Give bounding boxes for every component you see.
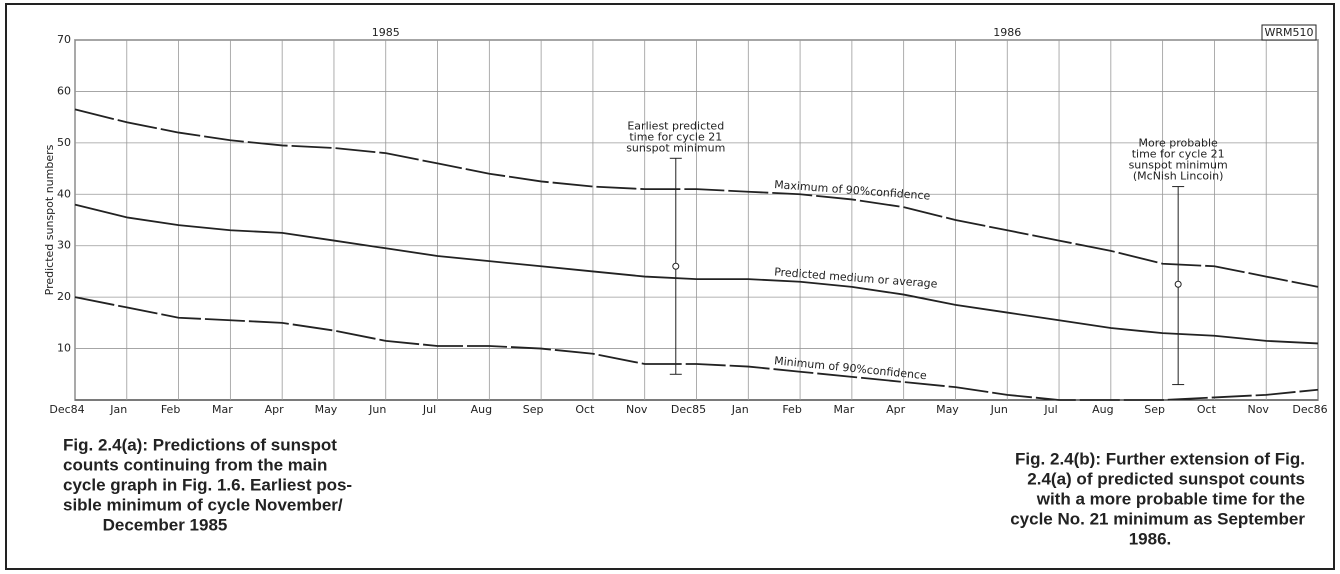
x-tick-label: Nov	[626, 403, 648, 416]
series-label: Minimum of 90%confidence	[774, 354, 928, 382]
caption-line: 2.4(a) of predicted sunspot counts	[1027, 469, 1305, 488]
marker-text: time for cycle 21	[629, 130, 722, 143]
y-tick-label: 60	[57, 84, 71, 97]
y-tick-label: 30	[57, 239, 71, 252]
marker-text: (McNish Lincoin)	[1133, 170, 1224, 183]
x-tick-label: Apr	[265, 403, 285, 416]
caption-line: December 1985	[103, 515, 228, 534]
x-tick-label: Aug	[471, 403, 492, 416]
y-axis-label: Predicted sunspot numbers	[43, 144, 56, 295]
outer-frame	[5, 3, 1335, 570]
range-center	[1174, 280, 1182, 288]
y-tick-label: 10	[57, 342, 71, 355]
x-tick-label: Dec86	[1292, 403, 1327, 416]
figure-code: WRM510	[1264, 26, 1313, 39]
caption-line: counts continuing from the main	[63, 455, 327, 474]
x-tick-label: May	[315, 403, 338, 416]
y-tick-label: 70	[57, 33, 71, 46]
marker-text: Earliest predicted	[627, 119, 724, 132]
caption-line: cycle graph in Fig. 1.6. Earliest pos-	[63, 475, 352, 494]
x-tick-label: Mar	[212, 403, 233, 416]
x-tick-label: Dec84	[49, 403, 84, 416]
marker-text: sunspot minimum	[1129, 159, 1228, 172]
year-label: 1985	[372, 26, 400, 39]
x-tick-label: Jun	[368, 403, 386, 416]
x-tick-label: Jul	[422, 403, 436, 416]
marker-text: time for cycle 21	[1132, 148, 1225, 161]
caption-line: with a more probable time for the	[1036, 489, 1305, 508]
x-tick-label: Dec85	[671, 403, 706, 416]
y-tick-label: 20	[57, 290, 71, 303]
x-tick-label: Jan	[731, 403, 749, 416]
series-line	[74, 108, 1319, 288]
x-tick-label: Sep	[1144, 403, 1165, 416]
caption-line: cycle No. 21 minimum as September	[1010, 509, 1305, 528]
caption-line: Fig. 2.4(a): Predictions of sunspot	[63, 435, 337, 454]
series-line	[74, 296, 1319, 401]
x-tick-label: Feb	[782, 403, 801, 416]
y-tick-label: 50	[57, 136, 71, 149]
marker-text: More probable	[1139, 137, 1219, 150]
caption-line: Fig. 2.4(b): Further extension of Fig.	[1015, 449, 1305, 468]
x-tick-label: Aug	[1092, 403, 1113, 416]
x-tick-label: Jan	[109, 403, 127, 416]
x-tick-label: Mar	[833, 403, 854, 416]
x-tick-label: Oct	[1197, 403, 1217, 416]
year-label: 1986	[993, 26, 1021, 39]
code-box	[1261, 24, 1317, 41]
x-tick-label: Jun	[990, 403, 1008, 416]
x-tick-label: May	[936, 403, 959, 416]
x-tick-label: Jul	[1043, 403, 1057, 416]
x-tick-label: Nov	[1247, 403, 1269, 416]
y-tick-label: 40	[57, 187, 71, 200]
series-line	[74, 203, 1319, 345]
x-tick-label: Feb	[161, 403, 180, 416]
marker-text: sunspot minimum	[626, 141, 725, 154]
caption-line: 1986.	[1129, 529, 1172, 548]
x-tick-label: Sep	[523, 403, 544, 416]
x-tick-label: Oct	[575, 403, 595, 416]
caption-line: sible minimum of cycle November/	[63, 495, 343, 514]
x-tick-label: Apr	[886, 403, 906, 416]
range-center	[672, 262, 680, 270]
